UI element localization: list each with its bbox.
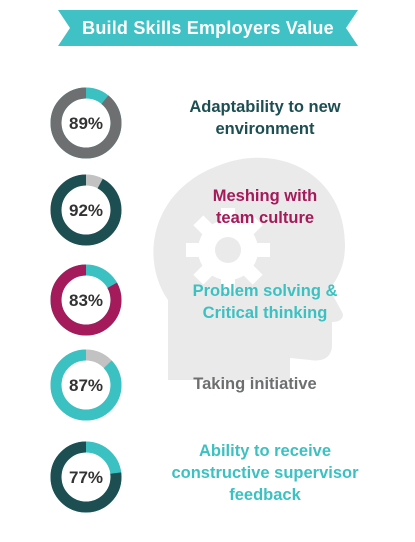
donut-5: 77% — [50, 441, 122, 513]
donut-percent-label: 77% — [69, 468, 103, 487]
donut-value-arc — [50, 87, 122, 159]
label-ability-feedback: Ability to receive constructive supervis… — [135, 440, 395, 506]
label-taking-initiative: Taking initiative — [140, 373, 370, 395]
donut-value-arc — [50, 264, 122, 336]
donut-4: 87% — [50, 349, 122, 421]
label-line: feedback — [229, 486, 301, 504]
label-line: Adaptability to new — [189, 98, 341, 116]
donut-2: 92% — [50, 174, 122, 246]
banner-ribbon-shape — [58, 10, 358, 46]
head-gear-icon — [153, 157, 345, 380]
label-line: Critical thinking — [202, 304, 328, 322]
donut-value-arc — [50, 174, 122, 246]
donut-percent-label: 87% — [69, 376, 103, 395]
donut-percent-label: 92% — [69, 201, 103, 220]
label-line: Taking initiative — [193, 375, 317, 393]
label-line: constructive supervisor — [171, 464, 359, 482]
label-line: team culture — [215, 209, 315, 227]
label-problem-solving: Problem solving & Critical thinking — [150, 280, 380, 324]
label-line: environment — [215, 120, 315, 138]
donut-3: 83% — [50, 264, 122, 336]
donut-1: 89% — [50, 87, 122, 159]
label-line: Ability to receive — [198, 442, 332, 460]
label-adaptability: Adaptability to new environment — [150, 96, 380, 140]
donut-value-arc — [50, 441, 122, 513]
label-meshing: Meshing with team culture — [150, 185, 380, 229]
title-banner: Build Skills Employers Value — [58, 10, 358, 46]
page-title: Build Skills Employers Value — [82, 18, 334, 38]
label-line: Problem solving & — [192, 282, 338, 300]
donut-percent-label: 89% — [69, 114, 103, 133]
donut-value-arc — [50, 349, 122, 421]
label-line: Meshing with — [212, 187, 318, 205]
donut-percent-label: 83% — [69, 291, 103, 310]
